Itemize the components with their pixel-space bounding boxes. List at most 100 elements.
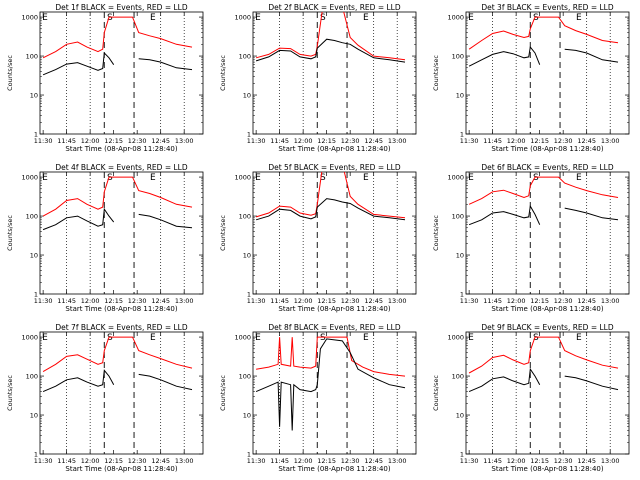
interval-marker: E xyxy=(468,333,474,343)
events-series-line xyxy=(255,198,406,221)
interval-marker: S xyxy=(107,13,113,23)
lld-series-line xyxy=(42,336,193,373)
interval-marker: S xyxy=(533,173,539,183)
y-tick-label: 1000 xyxy=(234,174,251,182)
x-tick-label: 12:30 xyxy=(128,137,147,145)
interval-marker: E xyxy=(150,13,156,23)
interval-marker: S xyxy=(107,173,113,183)
y-tick-label: 100 xyxy=(239,213,251,221)
events-series-line xyxy=(138,213,193,229)
y-tick-label: 1000 xyxy=(234,334,251,342)
x-tick-label: 12:15 xyxy=(530,297,549,305)
interval-marker: S xyxy=(320,333,326,343)
x-tick-label: 12:45 xyxy=(151,297,170,305)
x-tick-label: 13:00 xyxy=(175,137,194,145)
x-axis-label: Start Time (08-Apr-08 11:28:40) xyxy=(65,465,177,473)
events-series-line xyxy=(255,338,406,431)
y-axis-label: Counts/sec xyxy=(219,55,227,91)
interval-marker: E xyxy=(468,13,474,23)
x-tick-label: 12:45 xyxy=(364,297,383,305)
x-tick-label: 11:30 xyxy=(34,297,53,305)
x-tick-label: 12:30 xyxy=(341,297,360,305)
y-tick-label: 10 xyxy=(30,252,38,260)
y-tick-label: 100 xyxy=(26,213,38,221)
y-tick-label: 1000 xyxy=(234,14,251,22)
x-tick-label: 12:15 xyxy=(317,137,336,145)
x-tick-label: 11:45 xyxy=(270,457,289,465)
x-tick-label: 12:30 xyxy=(554,137,573,145)
y-tick-label: 1000 xyxy=(21,174,38,182)
plot-title: Det 6f BLACK = Events, RED = LLD xyxy=(481,163,614,172)
y-tick-label: 10 xyxy=(456,252,464,260)
events-series-line xyxy=(255,38,406,63)
lld-series-line xyxy=(42,176,193,217)
lld-series-line xyxy=(42,16,193,59)
x-tick-label: 12:30 xyxy=(128,457,147,465)
y-tick-label: 10 xyxy=(456,412,464,420)
x-axis-label: Start Time (08-Apr-08 11:28:40) xyxy=(491,305,603,313)
y-tick-label: 1 xyxy=(247,291,251,299)
x-tick-label: 13:00 xyxy=(601,137,620,145)
x-tick-label: 12:00 xyxy=(294,137,313,145)
y-axis-label: Counts/sec xyxy=(6,375,14,411)
y-tick-label: 1 xyxy=(460,291,464,299)
y-tick-label: 1000 xyxy=(447,334,464,342)
plot-title: Det 5f BLACK = Events, RED = LLD xyxy=(268,163,401,172)
x-tick-label: 12:15 xyxy=(104,457,123,465)
x-tick-label: 13:00 xyxy=(388,457,407,465)
events-series-line xyxy=(42,207,115,231)
x-tick-label: 12:45 xyxy=(364,457,383,465)
plot-frame xyxy=(465,331,630,455)
x-tick-label: 12:00 xyxy=(507,137,526,145)
y-axis-label: Counts/sec xyxy=(432,375,440,411)
plot-frame xyxy=(39,171,204,295)
interval-marker: E xyxy=(576,173,582,183)
y-tick-label: 1000 xyxy=(447,174,464,182)
x-tick-label: 11:30 xyxy=(460,457,479,465)
x-tick-label: 12:15 xyxy=(530,457,549,465)
x-axis-label: Start Time (08-Apr-08 11:28:40) xyxy=(491,145,603,153)
y-tick-label: 100 xyxy=(239,53,251,61)
x-tick-label: 12:30 xyxy=(128,297,147,305)
interval-marker: E xyxy=(255,333,261,343)
x-tick-label: 12:45 xyxy=(364,137,383,145)
plot-frame xyxy=(39,11,204,135)
events-series-line xyxy=(564,207,619,221)
events-series-line xyxy=(42,369,115,393)
x-tick-label: 11:30 xyxy=(247,457,266,465)
events-series-line xyxy=(138,58,193,71)
x-tick-label: 12:15 xyxy=(530,137,549,145)
x-tick-label: 11:30 xyxy=(34,457,53,465)
plot-title: Det 8f BLACK = Events, RED = LLD xyxy=(268,323,401,332)
x-tick-label: 12:30 xyxy=(554,457,573,465)
x-tick-label: 11:45 xyxy=(483,457,502,465)
x-tick-label: 12:45 xyxy=(577,297,596,305)
x-tick-label: 13:00 xyxy=(388,137,407,145)
x-tick-label: 11:45 xyxy=(483,297,502,305)
x-axis-label: Start Time (08-Apr-08 11:28:40) xyxy=(278,145,390,153)
y-tick-label: 1000 xyxy=(21,334,38,342)
x-tick-label: 12:30 xyxy=(341,457,360,465)
interval-marker: E xyxy=(42,173,48,183)
x-tick-label: 12:30 xyxy=(341,137,360,145)
y-tick-label: 10 xyxy=(30,92,38,100)
x-tick-label: 11:30 xyxy=(247,297,266,305)
x-tick-label: 12:00 xyxy=(81,297,100,305)
lld-series-line xyxy=(255,12,406,61)
y-tick-label: 1 xyxy=(247,451,251,459)
plot-frame xyxy=(465,171,630,295)
events-series-line xyxy=(138,373,193,391)
plot-title: Det 1f BLACK = Events, RED = LLD xyxy=(55,3,188,12)
events-series-line xyxy=(564,48,619,63)
y-axis-label: Counts/sec xyxy=(6,55,14,91)
x-tick-label: 11:45 xyxy=(57,137,76,145)
x-tick-label: 12:45 xyxy=(151,457,170,465)
x-tick-label: 11:45 xyxy=(483,137,502,145)
lld-series-line xyxy=(468,336,619,374)
x-tick-label: 12:00 xyxy=(507,457,526,465)
plot-title: Det 4f BLACK = Events, RED = LLD xyxy=(55,163,188,172)
